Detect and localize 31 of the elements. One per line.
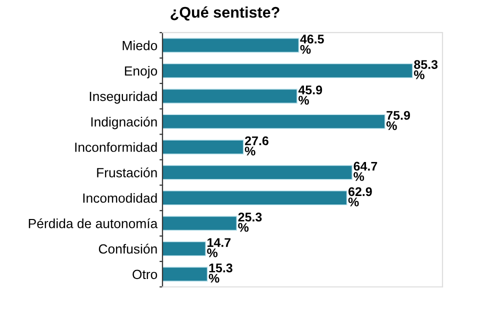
data-label: 25.3 % [238,212,262,232]
y-tick-label: Otro [132,270,158,280]
bar [162,241,206,256]
chart-title: ¿Qué sentiste? [170,6,280,21]
y-tick-label: Miedo [122,40,158,50]
y-tick-label: Frustación [97,168,157,178]
bar [162,140,244,154]
data-label: 75.9 % [386,110,410,130]
data-label: 15.3 % [208,264,232,283]
y-tick-label: Pérdida de autonomía [28,218,158,228]
bar [162,165,353,180]
data-label: 64.7 % [354,162,378,181]
bar [162,266,208,282]
y-tick-label: Enojo [124,66,158,78]
y-tick-label: Inseguridad [90,91,157,104]
y-tick-label: Incomodidad [83,193,157,203]
bar [162,88,298,104]
data-label: 62.9 % [348,187,372,206]
y-tick-label: Inconformidad [75,142,157,152]
data-label: 46.5 % [300,34,324,54]
bar [162,114,386,130]
y-tick-label: Confusión [98,244,157,254]
bar [162,38,300,53]
y-tick-label: Indignación [91,116,157,130]
data-label: 27.6 % [244,136,268,156]
bar [162,63,413,78]
data-label: 85.3 % [414,60,438,80]
bar [162,216,238,231]
data-label: 45.9 % [298,86,322,105]
bar [162,190,348,206]
data-label: 14.7 % [207,238,231,258]
